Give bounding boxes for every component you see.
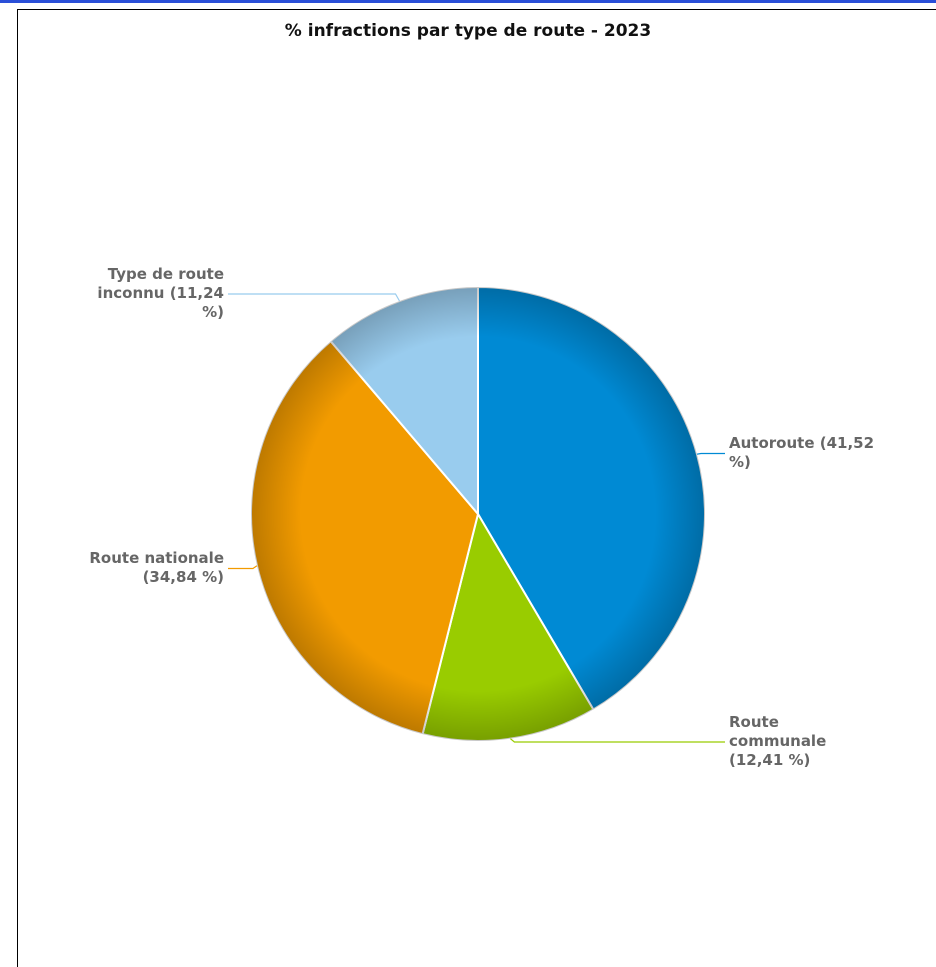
- pie-label-3-line-1: inconnu (11,24: [97, 284, 224, 302]
- pie-label-1: Route communale (12,41 %): [729, 713, 826, 769]
- pie-label-3: Type de route inconnu (11,24%): [97, 265, 224, 321]
- pie-label-3-line-2: %): [202, 303, 224, 321]
- pie-label-3-line-0: Type de route: [108, 265, 224, 283]
- pie-slices: [250, 285, 706, 742]
- pie-label-0: Autoroute (41,52%): [729, 434, 874, 471]
- pie-leader-2: [228, 565, 258, 570]
- pie-labels: Autoroute (41,52 %) Route communale (12,41 %…: [89, 265, 874, 769]
- pie-leader-0: [696, 452, 725, 455]
- pie-label-0-line-1: %): [729, 453, 751, 471]
- pie-label-1-line-1: communale: [729, 732, 826, 750]
- pie-label-1-line-2: (12,41 %): [729, 751, 810, 769]
- pie-leader-1: [510, 738, 725, 743]
- pie-label-2-line-0: Route nationale: [89, 549, 224, 567]
- pie-label-0-line-0: Autoroute (41,52: [729, 434, 874, 452]
- top-rule: [0, 0, 936, 3]
- pie-label-1-line-0: Route: [729, 713, 779, 731]
- pie-label-2: Route nationale (34,84 %): [89, 549, 224, 586]
- chart-title: % infractions par type de route - 2023: [284, 21, 652, 41]
- pie-leader-3: [228, 293, 401, 302]
- pie-leader-lines: [228, 293, 725, 743]
- pie-label-2-line-1: (34,84 %): [143, 568, 224, 586]
